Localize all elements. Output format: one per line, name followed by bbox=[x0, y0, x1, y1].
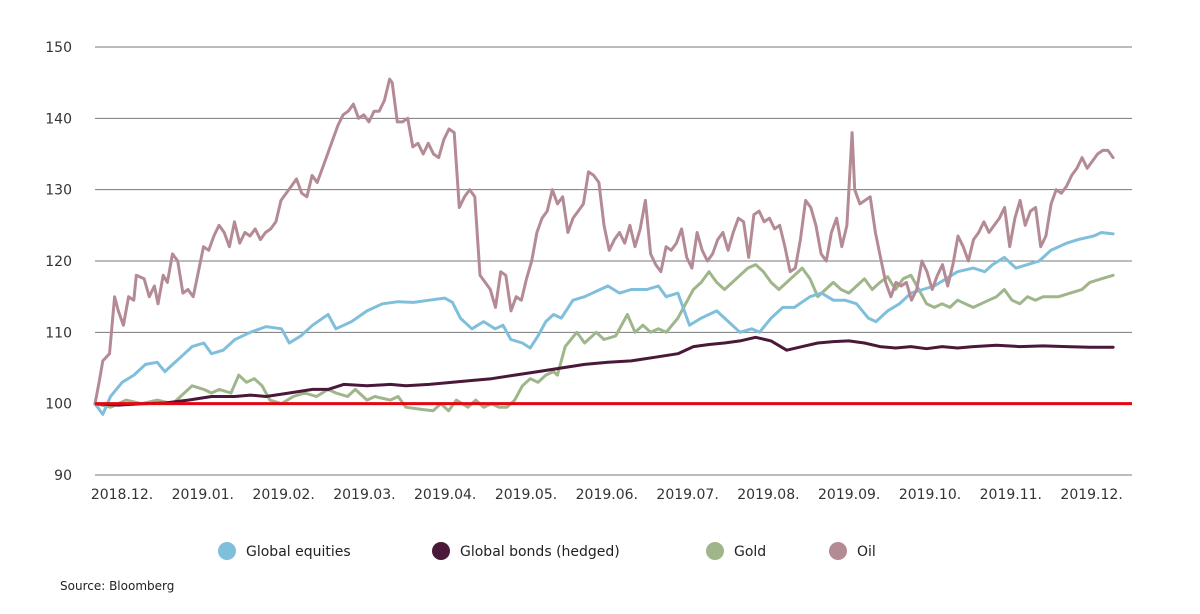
series-line-gold bbox=[93, 263, 1115, 413]
legend-item-global-equities: Global equities bbox=[218, 542, 351, 560]
legend-label: Global equities bbox=[246, 544, 351, 560]
legend-label: Gold bbox=[734, 544, 766, 560]
y-tick-label: 100 bbox=[45, 397, 72, 413]
legend-swatch bbox=[829, 542, 847, 560]
legend-item-gold: Gold bbox=[706, 542, 766, 560]
series-lines bbox=[93, 77, 1115, 416]
legend: Global equities Global bonds (hedged) Gold… bbox=[218, 542, 876, 560]
series-line-global-bonds-hedged bbox=[93, 335, 1115, 407]
x-tick-label: 2019.11. bbox=[980, 487, 1042, 503]
x-tick-label: 2019.06. bbox=[576, 487, 638, 503]
y-tick-label: 90 bbox=[54, 468, 72, 484]
legend-swatch bbox=[706, 542, 724, 560]
legend-label: Global bonds (hedged) bbox=[460, 544, 620, 560]
y-axis-tick-labels: 90 100 110 120 130 140 150 bbox=[45, 40, 72, 484]
source-note: Source: Bloomberg bbox=[60, 579, 174, 593]
legend-item-oil: Oil bbox=[829, 542, 876, 560]
y-tick-label: 120 bbox=[45, 254, 72, 270]
x-axis-tick-labels: 2018.12. 2019.01. 2019.02. 2019.03. 2019.04.… bbox=[91, 487, 1123, 503]
x-tick-label: 2019.10. bbox=[899, 487, 961, 503]
x-tick-label: 2019.08. bbox=[737, 487, 799, 503]
x-tick-label: 2019.09. bbox=[818, 487, 880, 503]
x-tick-label: 2018.12. bbox=[91, 487, 153, 503]
series-line-global-equities bbox=[93, 231, 1115, 416]
y-tick-label: 110 bbox=[45, 325, 72, 341]
legend-label: Oil bbox=[857, 544, 876, 560]
gridlines bbox=[95, 46, 1132, 476]
x-tick-label: 2019.03. bbox=[333, 487, 395, 503]
legend-item-global-bonds-hedged: Global bonds (hedged) bbox=[432, 542, 620, 560]
x-tick-label: 2019.07. bbox=[656, 487, 718, 503]
y-tick-label: 140 bbox=[45, 111, 72, 127]
x-tick-label: 2019.02. bbox=[252, 487, 314, 503]
x-tick-label: 2019.01. bbox=[172, 487, 234, 503]
y-tick-label: 130 bbox=[45, 183, 72, 199]
legend-swatch bbox=[218, 542, 236, 560]
y-tick-label: 150 bbox=[45, 40, 72, 56]
x-tick-label: 2019.12. bbox=[1060, 487, 1122, 503]
series-line-oil bbox=[93, 77, 1115, 406]
legend-swatch bbox=[432, 542, 450, 560]
x-tick-label: 2019.05. bbox=[495, 487, 557, 503]
x-tick-label: 2019.04. bbox=[414, 487, 476, 503]
